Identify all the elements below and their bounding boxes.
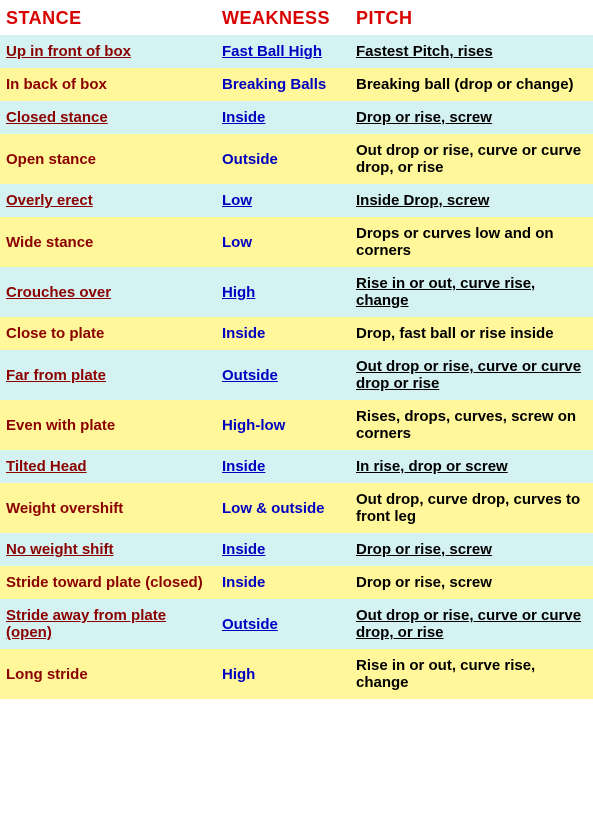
cell-weakness: High-low — [216, 400, 350, 450]
table-row: Even with plateHigh-lowRises, drops, cur… — [0, 400, 593, 450]
cell-stance: Weight overshift — [0, 483, 216, 533]
table-row: Tilted HeadInsideIn rise, drop or screw — [0, 450, 593, 483]
cell-pitch: Drop or rise, screw — [350, 101, 593, 134]
cell-weakness: Inside — [216, 450, 350, 483]
cell-stance: Even with plate — [0, 400, 216, 450]
cell-weakness: Outside — [216, 350, 350, 400]
cell-weakness: Low — [216, 217, 350, 267]
header-stance: STANCE — [0, 0, 216, 35]
cell-weakness: High — [216, 649, 350, 699]
header-weakness: WEAKNESS — [216, 0, 350, 35]
table-row: Up in front of boxFast Ball HighFastest … — [0, 35, 593, 68]
table-row: Wide stanceLowDrops or curves low and on… — [0, 217, 593, 267]
cell-stance: Wide stance — [0, 217, 216, 267]
header-pitch: PITCH — [350, 0, 593, 35]
table-row: Closed stanceInsideDrop or rise, screw — [0, 101, 593, 134]
cell-stance: Tilted Head — [0, 450, 216, 483]
table-row: In back of boxBreaking BallsBreaking bal… — [0, 68, 593, 101]
table-row: No weight shiftInsideDrop or rise, screw — [0, 533, 593, 566]
cell-stance: Overly erect — [0, 184, 216, 217]
cell-stance: In back of box — [0, 68, 216, 101]
cell-pitch: Out drop, curve drop, curves to front le… — [350, 483, 593, 533]
cell-stance: Up in front of box — [0, 35, 216, 68]
cell-stance: Stride away from plate (open) — [0, 599, 216, 649]
cell-pitch: Breaking ball (drop or change) — [350, 68, 593, 101]
cell-weakness: Inside — [216, 533, 350, 566]
cell-weakness: High — [216, 267, 350, 317]
cell-weakness: Inside — [216, 566, 350, 599]
cell-weakness: Low & outside — [216, 483, 350, 533]
cell-weakness: Inside — [216, 317, 350, 350]
table-row: Far from plateOutsideOut drop or rise, c… — [0, 350, 593, 400]
cell-pitch: Drop or rise, screw — [350, 533, 593, 566]
cell-pitch: Out drop or rise, curve or curve drop, o… — [350, 134, 593, 184]
cell-pitch: Drops or curves low and on corners — [350, 217, 593, 267]
cell-weakness: Fast Ball High — [216, 35, 350, 68]
cell-stance: Far from plate — [0, 350, 216, 400]
table-row: Long strideHighRise in or out, curve ris… — [0, 649, 593, 699]
cell-stance: Closed stance — [0, 101, 216, 134]
cell-pitch: Drop, fast ball or rise inside — [350, 317, 593, 350]
table-row: Stride away from plate (open)OutsideOut … — [0, 599, 593, 649]
cell-pitch: Fastest Pitch, rises — [350, 35, 593, 68]
table-row: Close to plateInsideDrop, fast ball or r… — [0, 317, 593, 350]
cell-pitch: Inside Drop, screw — [350, 184, 593, 217]
cell-pitch: Out drop or rise, curve or curve drop, o… — [350, 599, 593, 649]
table-row: Stride toward plate (closed)InsideDrop o… — [0, 566, 593, 599]
table-row: Weight overshiftLow & outsideOut drop, c… — [0, 483, 593, 533]
pitching-reference-table: STANCE WEAKNESS PITCH Up in front of box… — [0, 0, 593, 699]
table-row: Crouches overHighRise in or out, curve r… — [0, 267, 593, 317]
cell-stance: Open stance — [0, 134, 216, 184]
cell-stance: No weight shift — [0, 533, 216, 566]
cell-pitch: In rise, drop or screw — [350, 450, 593, 483]
cell-pitch: Rises, drops, curves, screw on corners — [350, 400, 593, 450]
cell-weakness: Low — [216, 184, 350, 217]
cell-weakness: Outside — [216, 599, 350, 649]
cell-pitch: Rise in or out, curve rise, change — [350, 649, 593, 699]
cell-weakness: Outside — [216, 134, 350, 184]
cell-pitch: Rise in or out, curve rise, change — [350, 267, 593, 317]
table-row: Open stanceOutsideOut drop or rise, curv… — [0, 134, 593, 184]
cell-stance: Long stride — [0, 649, 216, 699]
cell-weakness: Breaking Balls — [216, 68, 350, 101]
cell-stance: Stride toward plate (closed) — [0, 566, 216, 599]
cell-weakness: Inside — [216, 101, 350, 134]
cell-stance: Crouches over — [0, 267, 216, 317]
table-row: Overly erectLowInside Drop, screw — [0, 184, 593, 217]
cell-pitch: Drop or rise, screw — [350, 566, 593, 599]
cell-pitch: Out drop or rise, curve or curve drop or… — [350, 350, 593, 400]
table-header-row: STANCE WEAKNESS PITCH — [0, 0, 593, 35]
cell-stance: Close to plate — [0, 317, 216, 350]
